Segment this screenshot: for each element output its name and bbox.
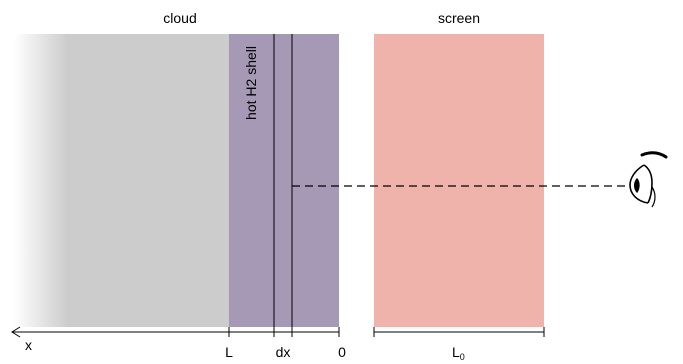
screen-region [374, 34, 544, 327]
tick-label-dx: dx [276, 344, 291, 360]
cloud-label: cloud [163, 10, 196, 26]
tick-label-L: L [225, 344, 233, 360]
eye-icon [629, 151, 668, 208]
tick-label-zero: 0 [338, 344, 346, 360]
screen-length-label: L0 [452, 344, 465, 362]
screen-length-subscript: 0 [460, 352, 465, 362]
x-axis-arrowhead [11, 326, 21, 338]
shell-label: hot H2 shell [243, 46, 259, 120]
cloud-region [14, 34, 229, 327]
x-axis-label: x [25, 337, 32, 353]
screen-label: screen [438, 10, 480, 26]
screen-length-main: L [452, 344, 460, 360]
hot-h2-shell-region [229, 34, 339, 327]
